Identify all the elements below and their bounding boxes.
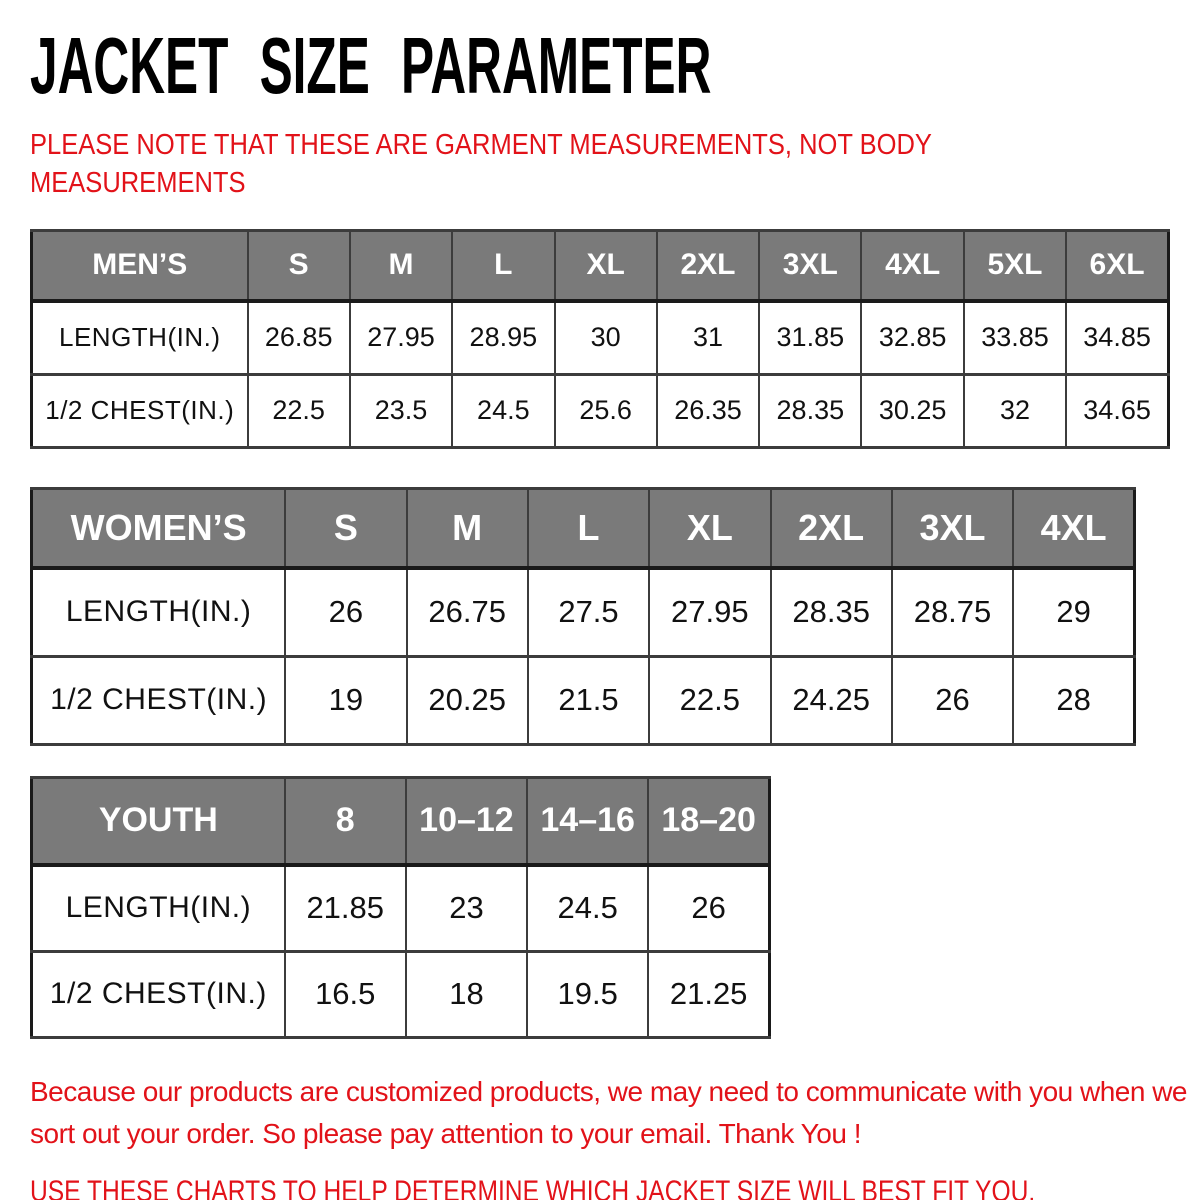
- mens-size-header: S: [246, 228, 351, 304]
- mens-measurement-value: 28.95: [451, 299, 556, 376]
- mens-measurement-value: 28.35: [758, 372, 863, 449]
- mens-size-header: L: [451, 228, 556, 304]
- youth-measurement-row: 1/2 CHEST(IN.) 16.5 18 19.5 21.25: [30, 949, 771, 1039]
- womens-measurement-value: 27.5: [526, 566, 651, 658]
- mens-size-header: M: [348, 228, 454, 304]
- mens-measurement-value: 31.85: [758, 299, 863, 376]
- youth-size-table: YOUTH 8 10–12 14–16 18–20 LENGTH(IN.) 21.85 23 2…: [30, 775, 771, 1039]
- womens-size-table: WOMEN’S S M L XL 2XL 3XL 4XL LENGTH(IN.) 26 26.75 2…: [30, 486, 1136, 746]
- mens-measurement-value: 24.5: [451, 372, 556, 449]
- womens-header-row: WOMEN’S S M L XL 2XL 3XL 4XL: [30, 486, 1136, 571]
- womens-measurement-value: 26.75: [405, 566, 529, 658]
- youth-measurement-value: 19.5: [526, 949, 650, 1039]
- womens-measurement-row: 1/2 CHEST(IN.) 19 20.25 21.5 22.5 24.25 26 28: [30, 654, 1136, 746]
- mens-measurement-value: 26.35: [655, 372, 761, 449]
- mens-size-header: 3XL: [758, 228, 863, 304]
- youth-measurement-value: 21.85: [283, 863, 407, 953]
- womens-measurement-value: 28.75: [890, 566, 1015, 658]
- mens-measurement-value: 33.85: [962, 299, 1068, 376]
- size-advice-line: USE THESE CHARTS TO HELP DETERMINE WHICH…: [30, 1174, 1036, 1200]
- womens-size-header: 4XL: [1012, 486, 1136, 571]
- womens-size-header: XL: [648, 486, 772, 571]
- mens-measurement-row: 1/2 CHEST(IN.) 22.5 23.5 24.5 25.6 26.35 28.35…: [30, 372, 1170, 449]
- mens-measurement-value: 26.85: [246, 299, 351, 376]
- youth-size-header: 18–20: [647, 775, 771, 868]
- youth-row-label: 1/2 CHEST(IN.): [30, 949, 286, 1039]
- youth-measurement-value: 18: [404, 949, 529, 1039]
- womens-measurement-row: LENGTH(IN.) 26 26.75 27.5 27.95 28.35 28.75 29: [30, 566, 1136, 658]
- womens-measurement-value: 27.95: [648, 566, 772, 658]
- mens-measurement-value: 30: [553, 299, 658, 376]
- womens-measurement-value: 19: [284, 654, 408, 746]
- mens-measurement-value: 34.65: [1065, 372, 1170, 449]
- womens-measurement-value: 28.35: [769, 566, 893, 658]
- size-tables-container: MEN’S S M L XL 2XL 3XL 4XL 5XL 6XL LENGTH(IN.) 26.8…: [30, 228, 1170, 1039]
- womens-size-header: M: [405, 486, 529, 571]
- youth-measurement-value: 16.5: [283, 949, 407, 1039]
- youth-header-row: YOUTH 8 10–12 14–16 18–20: [30, 775, 771, 868]
- womens-measurement-value: 24.25: [769, 654, 893, 746]
- youth-size-header: 14–16: [526, 775, 650, 868]
- youth-measurement-value: 21.25: [647, 949, 771, 1039]
- youth-size-header: 10–12: [404, 775, 529, 868]
- womens-size-header: 2XL: [769, 486, 893, 571]
- womens-measurement-value: 29: [1012, 566, 1136, 658]
- mens-row-label: LENGTH(IN.): [30, 299, 249, 376]
- womens-measurement-value: 26: [890, 654, 1015, 746]
- womens-measurement-value: 22.5: [648, 654, 772, 746]
- mens-measurement-value: 30.25: [860, 372, 965, 449]
- youth-size-header: 8: [283, 775, 407, 868]
- customization-notice: Because our products are customized prod…: [30, 1075, 1188, 1149]
- mens-size-header: 2XL: [655, 228, 761, 304]
- mens-size-header: 5XL: [962, 228, 1068, 304]
- womens-group-header: WOMEN’S: [30, 486, 287, 571]
- youth-measurement-value: 23: [404, 863, 529, 953]
- mens-measurement-value: 34.85: [1065, 299, 1170, 376]
- mens-measurement-value: 32: [962, 372, 1068, 449]
- womens-measurement-value: 20.25: [405, 654, 529, 746]
- mens-group-header: MEN’S: [30, 228, 249, 304]
- womens-row-label: LENGTH(IN.): [30, 566, 287, 658]
- page-title: JACKET SIZE PARAMETER: [30, 21, 712, 110]
- mens-measurement-value: 22.5: [246, 372, 351, 449]
- womens-size-header: S: [284, 486, 408, 571]
- womens-measurement-value: 21.5: [526, 654, 651, 746]
- youth-measurement-value: 24.5: [526, 863, 650, 953]
- youth-row-label: LENGTH(IN.): [30, 863, 286, 953]
- mens-measurement-value: 27.95: [348, 299, 454, 376]
- mens-size-header: 4XL: [860, 228, 965, 304]
- garment-measurement-note: PLEASE NOTE THAT THESE ARE GARMENT MEASU…: [30, 129, 932, 200]
- mens-measurement-value: 31: [655, 299, 761, 376]
- womens-size-header: 3XL: [890, 486, 1015, 571]
- mens-size-header: XL: [553, 228, 658, 304]
- youth-measurement-row: LENGTH(IN.) 21.85 23 24.5 26: [30, 863, 771, 953]
- mens-header-row: MEN’S S M L XL 2XL 3XL 4XL 5XL 6XL: [30, 228, 1170, 304]
- mens-measurement-value: 32.85: [860, 299, 965, 376]
- womens-measurement-value: 28: [1012, 654, 1136, 746]
- mens-measurement-row: LENGTH(IN.) 26.85 27.95 28.95 30 31 31.85 32.85…: [30, 299, 1170, 376]
- womens-size-header: L: [526, 486, 651, 571]
- womens-measurement-value: 26: [284, 566, 408, 658]
- womens-row-label: 1/2 CHEST(IN.): [30, 654, 287, 746]
- mens-measurement-value: 25.6: [553, 372, 658, 449]
- mens-size-table: MEN’S S M L XL 2XL 3XL 4XL 5XL 6XL LENGTH(IN.) 26.8…: [30, 228, 1170, 449]
- mens-measurement-value: 23.5: [348, 372, 454, 449]
- mens-row-label: 1/2 CHEST(IN.): [30, 372, 249, 449]
- youth-measurement-value: 26: [647, 863, 771, 953]
- mens-size-header: 6XL: [1065, 228, 1170, 304]
- youth-group-header: YOUTH: [30, 775, 286, 868]
